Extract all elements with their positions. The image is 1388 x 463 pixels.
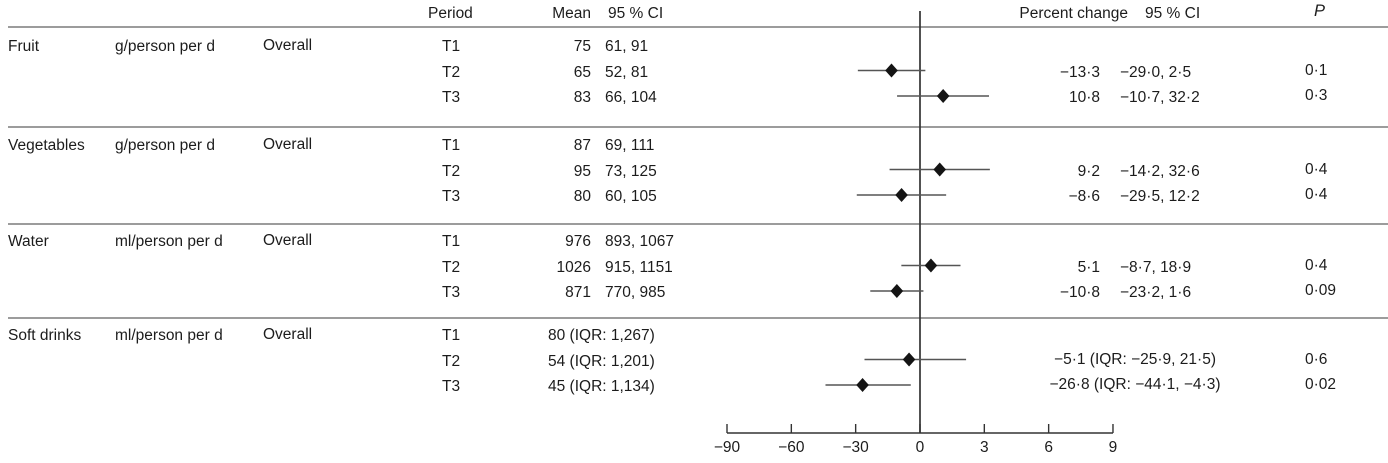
mean-cell: 65 (573, 63, 591, 81)
point-estimate-diamond (885, 63, 898, 78)
column-header-period: Period (428, 5, 473, 22)
column-header-percent-change: Percent change (1019, 5, 1128, 22)
period-cell: T2 (442, 162, 461, 180)
pct-change-cell: −13·3 (1059, 63, 1100, 81)
mean-cell: 83 (573, 89, 591, 106)
period-cell: T2 (442, 258, 461, 276)
unit-label: ml/person per d (115, 233, 223, 250)
period-cell: T1 (442, 137, 461, 154)
column-header-p: P (1314, 2, 1326, 20)
pct-ci-cell: −29·5, 12·2 (1120, 188, 1200, 205)
section-divider (8, 126, 1388, 128)
unit-label: ml/person per d (115, 327, 223, 344)
pct-iqr-cell: −5·1 (IQR: −25·9, 21·5) (1054, 350, 1216, 368)
unit-label: g/person per d (115, 137, 215, 154)
mean-ci-cell: 52, 81 (605, 63, 649, 81)
food-label: Water (8, 233, 49, 250)
period-cell: T3 (442, 188, 461, 205)
pct-change-cell: 9·2 (1077, 162, 1100, 180)
p-value-cell: 0·1 (1305, 61, 1328, 79)
mean-cell: 75 (573, 38, 591, 55)
group-label: Overall (263, 326, 313, 343)
pct-ci-cell: −29·0, 2·5 (1120, 63, 1192, 81)
x-axis-tick-label: 6 (1044, 439, 1053, 456)
mean-ci-cell: 770, 985 (605, 284, 666, 301)
mean-iqr-cell: 80 (IQR: 1,267) (548, 327, 655, 344)
mean-iqr-cell: 54 (IQR: 1,201) (548, 352, 655, 370)
x-axis-tick-label: −90 (714, 439, 741, 456)
column-header-mean: Mean (552, 5, 591, 22)
period-cell: T1 (442, 327, 461, 344)
pct-change-cell: 5·1 (1077, 258, 1100, 276)
mean-ci-cell: 66, 104 (605, 89, 657, 106)
x-axis-tick-label: 3 (980, 439, 989, 456)
pct-ci-cell: −10·7, 32·2 (1120, 89, 1200, 106)
p-value-cell: 0·4 (1305, 186, 1328, 203)
food-label: Soft drinks (8, 327, 82, 344)
mean-ci-cell: 73, 125 (605, 162, 657, 180)
pct-change-cell: 10·8 (1068, 89, 1100, 106)
x-axis-tick-label: −30 (843, 439, 870, 456)
pct-iqr-cell: −26·8 (IQR: −44·1, −4·3) (1049, 376, 1221, 393)
mean-iqr-cell: 45 (IQR: 1,134) (548, 378, 655, 395)
point-estimate-diamond (936, 89, 950, 103)
mean-ci-cell: 915, 1151 (605, 258, 673, 276)
mean-ci-cell: 893, 1067 (605, 233, 674, 250)
mean-ci-cell: 60, 105 (605, 188, 657, 205)
point-estimate-diamond (895, 188, 908, 202)
food-label: Fruit (8, 38, 39, 55)
section-divider (8, 26, 1388, 28)
point-estimate-diamond (924, 258, 938, 273)
mean-cell: 95 (573, 162, 591, 180)
pct-change-cell: −10·8 (1059, 284, 1100, 301)
period-cell: T1 (442, 233, 461, 250)
mean-cell: 1026 (556, 258, 591, 276)
group-label: Overall (263, 136, 313, 153)
food-label: Vegetables (8, 137, 85, 154)
section-divider (8, 223, 1388, 225)
section-divider (8, 317, 1388, 319)
mean-ci-cell: 61, 91 (605, 38, 649, 55)
mean-cell: 976 (565, 233, 591, 250)
period-cell: T2 (442, 63, 461, 81)
point-estimate-diamond (856, 378, 869, 392)
period-cell: T1 (442, 38, 461, 55)
mean-cell: 87 (573, 137, 591, 154)
pct-ci-cell: −14·2, 32·6 (1120, 162, 1200, 180)
period-cell: T3 (442, 378, 461, 395)
p-value-cell: 0·4 (1305, 256, 1328, 274)
mean-ci-cell: 69, 111 (605, 137, 655, 154)
group-label: Overall (263, 37, 313, 54)
unit-label: g/person per d (115, 38, 215, 55)
pct-change-cell: −8·6 (1068, 188, 1100, 205)
point-estimate-diamond (890, 284, 904, 298)
pct-ci-cell: −8·7, 18·9 (1120, 258, 1192, 276)
p-value-cell: 0·02 (1305, 376, 1337, 393)
period-cell: T2 (442, 352, 461, 370)
column-header-pc-ci: 95 % CI (1145, 5, 1201, 22)
p-value-cell: 0·3 (1305, 87, 1328, 104)
pct-ci-cell: −23·2, 1·6 (1120, 284, 1192, 301)
p-value-cell: 0·6 (1305, 350, 1328, 368)
mean-cell: 80 (573, 188, 591, 205)
point-estimate-diamond (933, 162, 947, 177)
p-value-cell: 0·09 (1305, 282, 1337, 299)
mean-cell: 871 (565, 284, 591, 301)
p-value-cell: 0·4 (1305, 160, 1328, 178)
x-axis-tick-label: 0 (916, 439, 925, 456)
period-cell: T3 (442, 284, 461, 301)
point-estimate-diamond (902, 352, 916, 367)
x-axis-tick-label: −60 (778, 439, 805, 456)
column-header-mean-ci: 95 % CI (608, 5, 664, 22)
x-axis-tick-label: 9 (1109, 439, 1118, 456)
group-label: Overall (263, 232, 313, 249)
period-cell: T3 (442, 89, 461, 106)
